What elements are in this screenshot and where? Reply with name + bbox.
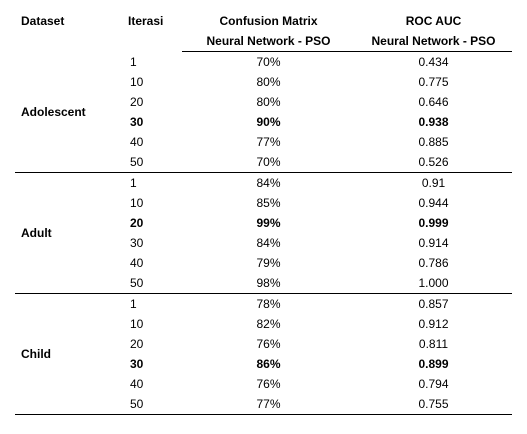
confusion-matrix-cell: 84%: [256, 176, 281, 190]
roc-auc-subheader: Neural Network - PSO: [355, 31, 512, 52]
header-row-2: Neural Network - PSO Neural Network - PS…: [15, 31, 512, 52]
iterasi-cell: 30: [130, 115, 144, 129]
roc-auc-cell: 0.786: [418, 256, 449, 270]
roc-auc-cell: 0.775: [418, 75, 449, 89]
iterasi-cell: 1: [130, 176, 137, 190]
dataset-cell: Adult: [15, 172, 124, 294]
roc-auc-cell: 0.794: [418, 377, 449, 391]
iterasi-cell: 50: [124, 394, 182, 415]
confusion-matrix-cell: 70%: [256, 55, 281, 69]
roc-auc-cell: 0.646: [418, 95, 449, 109]
roc-auc-cell: 0.938: [418, 115, 449, 129]
confusion-matrix-cell: 82%: [256, 317, 281, 331]
iterasi-cell: 50: [124, 273, 182, 294]
confusion-matrix-cell: 90%: [256, 115, 281, 129]
confusion-matrix-cell: 76%: [256, 337, 281, 351]
roc-auc-cell: 1.000: [355, 273, 512, 294]
header-row-1: Dataset Iterasi Confusion Matrix ROC AUC: [15, 9, 512, 31]
roc-auc-cell: 0.857: [418, 297, 449, 311]
table-row: 20 80% 0.646: [15, 92, 512, 112]
table-row: Adult 1 84% 0.91: [15, 172, 512, 294]
confusion-matrix-cell: 84%: [256, 236, 281, 250]
confusion-matrix-cell: 70%: [182, 152, 355, 173]
roc-auc-cell: 0.912: [418, 317, 449, 331]
iterasi-cell: 50: [124, 152, 182, 173]
confusion-matrix-cell: 85%: [256, 196, 281, 210]
iterasi-cell: 40: [130, 377, 144, 391]
confusion-matrix-cell: 77%: [182, 394, 355, 415]
confusion-matrix-column-header: Confusion Matrix: [219, 14, 318, 28]
iterasi-cell: 1: [130, 297, 137, 311]
confusion-matrix-cell: 76%: [256, 377, 281, 391]
iterasi-cell: 10: [130, 196, 144, 210]
roc-auc-cell: 0.755: [355, 394, 512, 415]
iterasi-cell: 20: [130, 337, 144, 351]
table-row: 20 76% 0.811: [15, 334, 512, 354]
iterasi-cell: 1: [130, 54, 137, 69]
confusion-matrix-cell: 80%: [256, 95, 281, 109]
table-row: 10 82% 0.912: [15, 314, 512, 334]
confusion-matrix-cell: 98%: [182, 273, 355, 294]
table-row: 10 80% 0.775: [15, 72, 512, 92]
iterasi-cell: 40: [130, 135, 144, 149]
table-row: 40 76% 0.794: [15, 374, 512, 394]
table-row: 40 79% 0.786: [15, 253, 512, 273]
table-row: 40 77% 0.885: [15, 132, 512, 152]
table-row: 10 85% 0.944: [15, 193, 512, 213]
iterasi-cell: 40: [130, 256, 144, 270]
confusion-matrix-subheader: Neural Network - PSO: [182, 31, 355, 52]
iterasi-cell: 30: [130, 236, 144, 250]
dataset-cell: Child: [15, 293, 124, 415]
table-row: 50 98% 1.000: [15, 273, 512, 294]
results-table: Dataset Iterasi Confusion Matrix ROC AUC…: [15, 9, 512, 415]
roc-auc-cell: 0.944: [418, 196, 449, 210]
confusion-matrix-cell: 79%: [256, 256, 281, 270]
table-row: Adolescent 1 70% 0.434: [15, 51, 512, 173]
table-body: Adolescent 1 70% 0.434 10 80% 0.775 20 80% 0.646 3…: [15, 51, 512, 415]
confusion-matrix-cell: 80%: [256, 75, 281, 89]
table-row: 50 70% 0.526: [15, 152, 512, 173]
roc-auc-cell: 0.885: [418, 135, 449, 149]
iterasi-column-header: Iterasi: [128, 14, 164, 28]
table-row: 30 86% 0.899: [15, 354, 512, 374]
roc-auc-cell: 0.999: [418, 216, 449, 230]
table-row: 30 90% 0.938: [15, 112, 512, 132]
roc-auc-cell: 0.91: [421, 176, 446, 190]
iterasi-cell: 20: [130, 95, 144, 109]
roc-auc-cell: 0.526: [355, 152, 512, 173]
table-row: 20 99% 0.999: [15, 213, 512, 233]
iterasi-cell: 10: [130, 317, 144, 331]
dataset-cell: Adolescent: [15, 51, 124, 173]
iterasi-cell: 20: [130, 216, 144, 230]
dataset-column-header: Dataset: [21, 14, 65, 28]
confusion-matrix-cell: 86%: [256, 357, 281, 371]
confusion-matrix-cell: 99%: [256, 216, 281, 230]
table-header: Dataset Iterasi Confusion Matrix ROC AUC…: [15, 9, 512, 52]
iterasi-cell: 10: [130, 75, 144, 89]
table-row: 50 77% 0.755: [15, 394, 512, 415]
roc-auc-cell: 0.899: [418, 357, 449, 371]
roc-auc-cell: 0.811: [418, 337, 449, 351]
iterasi-cell: 30: [130, 357, 144, 371]
confusion-matrix-cell: 78%: [256, 297, 281, 311]
roc-auc-cell: 0.914: [418, 236, 449, 250]
roc-auc-cell: 0.434: [418, 55, 449, 69]
confusion-matrix-cell: 77%: [256, 135, 281, 149]
table-row: 30 84% 0.914: [15, 233, 512, 253]
table-row: Child 1 78% 0.857: [15, 293, 512, 415]
roc-auc-column-header: ROC AUC: [405, 14, 462, 28]
